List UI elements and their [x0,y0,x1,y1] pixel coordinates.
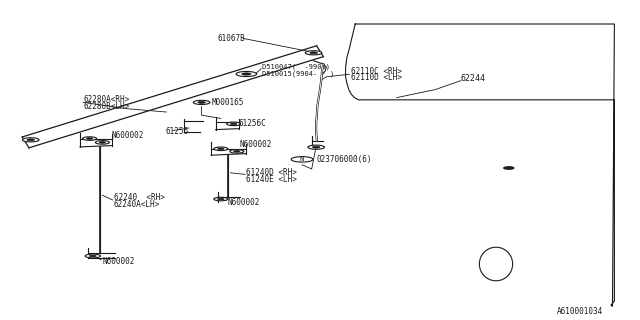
Text: D510047(  -9903): D510047( -9903) [262,64,330,70]
Ellipse shape [310,52,317,54]
Ellipse shape [214,197,228,201]
Text: 023706000(6): 023706000(6) [316,155,372,164]
Ellipse shape [193,100,210,104]
Ellipse shape [312,146,320,148]
Ellipse shape [214,147,228,150]
Text: 61256: 61256 [165,127,188,136]
Ellipse shape [308,145,324,149]
Ellipse shape [230,123,237,124]
Text: 61240D <RH>: 61240D <RH> [246,168,297,177]
Text: N600002: N600002 [102,257,135,266]
Text: N600002: N600002 [112,131,145,140]
Text: 62280A<RH>: 62280A<RH> [83,95,129,104]
Text: M000165: M000165 [211,98,244,107]
Text: 61240E <LH>: 61240E <LH> [246,175,297,184]
Ellipse shape [218,198,224,200]
Ellipse shape [27,139,35,141]
Text: N600002: N600002 [240,140,273,149]
Text: 61256C: 61256C [238,119,266,128]
Ellipse shape [230,149,244,153]
Ellipse shape [86,138,93,139]
Ellipse shape [90,255,96,257]
Text: D510015(9904-   ): D510015(9904- ) [262,70,335,77]
Ellipse shape [85,254,100,258]
Ellipse shape [305,51,322,55]
Text: A610001034: A610001034 [557,307,603,316]
Text: 62110C <RH>: 62110C <RH> [351,67,401,76]
Text: 62244: 62244 [461,74,486,83]
Ellipse shape [227,122,241,125]
Ellipse shape [242,73,251,75]
Ellipse shape [99,142,106,143]
Ellipse shape [83,137,97,140]
Text: N600002: N600002 [227,198,260,207]
Text: 62240  <RH>: 62240 <RH> [114,193,164,202]
Ellipse shape [234,151,240,152]
Text: 61067B: 61067B [218,34,245,43]
Ellipse shape [236,71,257,76]
Ellipse shape [218,148,224,149]
Text: N: N [300,156,304,162]
Text: 62110D <LH>: 62110D <LH> [351,73,401,82]
Text: 62240A<LH>: 62240A<LH> [114,200,160,209]
Ellipse shape [198,101,205,103]
Text: 62280B<LH>: 62280B<LH> [83,102,129,111]
Ellipse shape [22,138,39,142]
Ellipse shape [504,167,514,169]
Ellipse shape [95,141,109,144]
